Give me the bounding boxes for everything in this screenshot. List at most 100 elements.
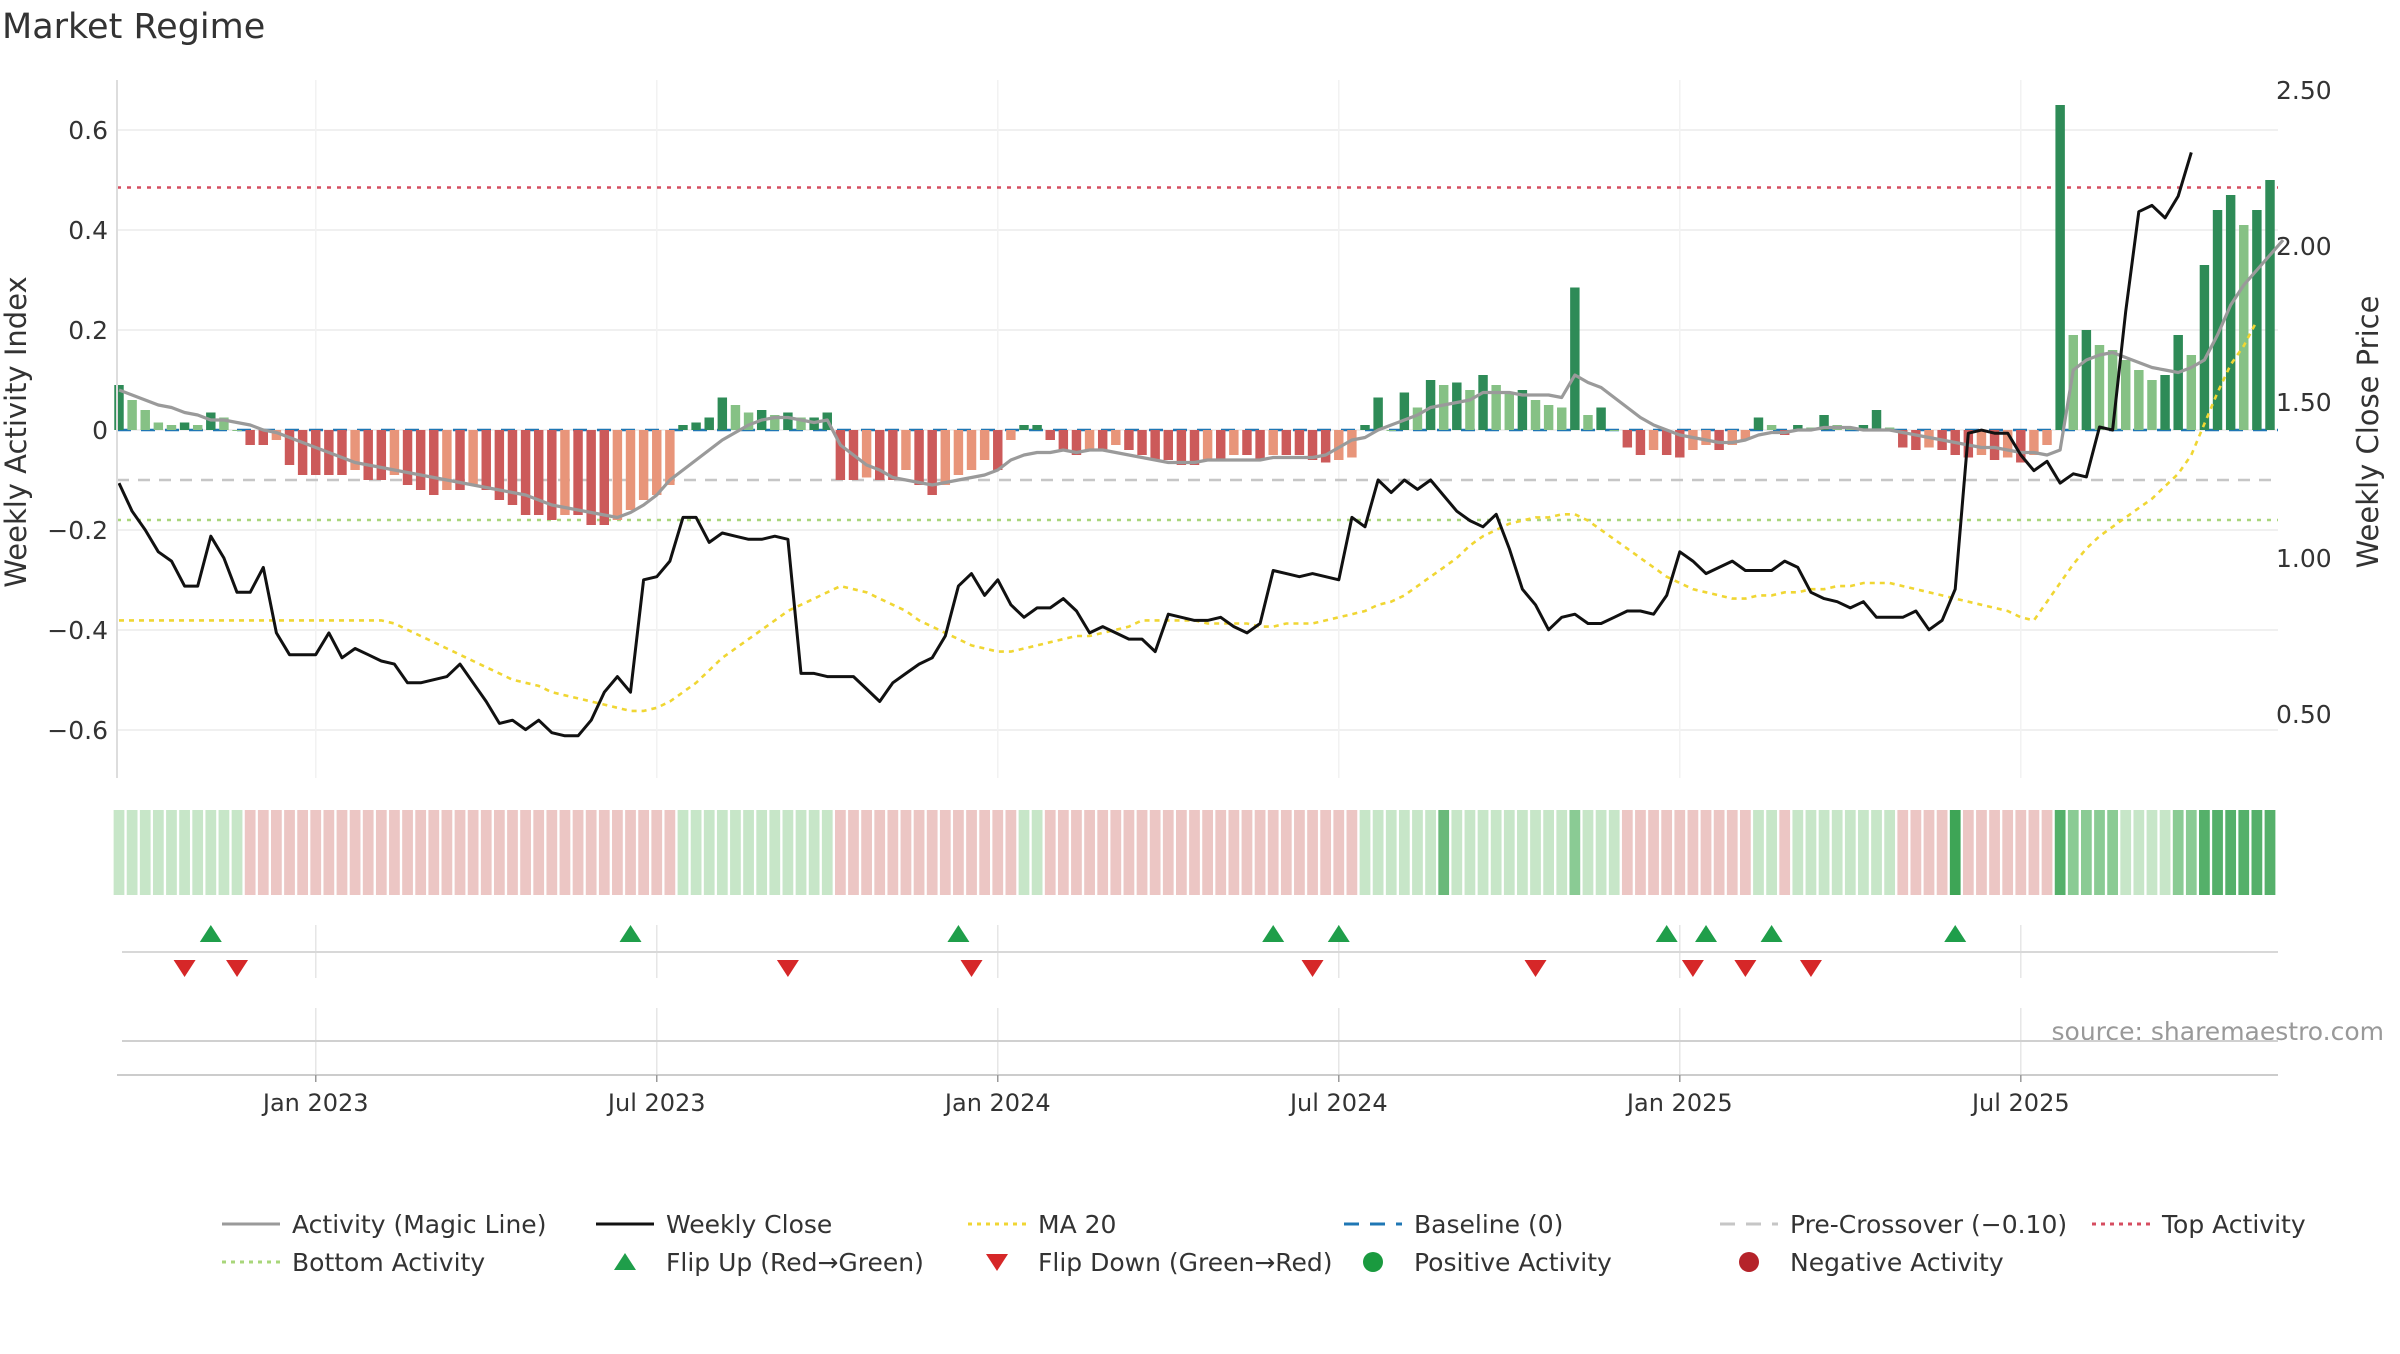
regime-strip-cell (1871, 810, 1882, 895)
regime-strip-cell (664, 810, 676, 895)
legend-label-bottom-activity: Bottom Activity (292, 1248, 485, 1277)
legend-label-positive-activity: Positive Activity (1414, 1248, 1612, 1277)
y-tick-label-left: 0.2 (68, 316, 108, 345)
regime-strip-cell (1241, 810, 1253, 895)
activity-bar (1517, 390, 1528, 430)
flip-up-marker (1944, 925, 1967, 942)
flip-down-marker (776, 960, 799, 977)
regime-strip-cell (572, 810, 584, 895)
regime-strip-cell (1700, 810, 1712, 895)
regime-strip-cell (179, 810, 190, 895)
legend-label-ma-20: MA 20 (1038, 1210, 1116, 1239)
activity-bar (1661, 430, 1672, 455)
regime-strip-cell (2185, 810, 2197, 895)
activity-bar (2265, 180, 2275, 430)
activity-bar (730, 405, 741, 430)
chart-title: Market Regime (2, 7, 265, 47)
regime-strip-cell (1608, 810, 1620, 895)
legend-label-top-activity: Top Activity (2161, 1210, 2306, 1239)
flip-down-marker (1301, 960, 1324, 977)
regime-strip-cell (533, 810, 545, 895)
activity-bar (1150, 430, 1160, 460)
regime-strip-cell (1057, 810, 1069, 895)
regime-strip-cell (1661, 810, 1673, 895)
y-tick-label-right: 0.50 (2276, 700, 2332, 729)
regime-strip-cell (1215, 810, 1227, 895)
x-tick-label: Jan 2023 (261, 1089, 369, 1117)
regime-strip-cell (257, 810, 269, 895)
activity-bar (166, 425, 177, 430)
regime-strip-cell (1254, 810, 1266, 895)
regime-strip-cell (1031, 810, 1043, 895)
activity-bar (1202, 430, 1213, 460)
activity-bar (1307, 430, 1318, 460)
y-tick-label-left: −0.2 (47, 516, 108, 545)
regime-strip-cell (743, 810, 754, 895)
activity-bar (1898, 430, 1908, 448)
flip-down-marker (226, 960, 249, 977)
flip-down-marker (1734, 960, 1757, 977)
y-tick-label-left: 0.4 (68, 216, 108, 245)
activity-bar (402, 430, 413, 485)
regime-strip-cell (1726, 810, 1738, 895)
regime-strip-cell (2081, 810, 2092, 895)
regime-strip-cell (271, 810, 282, 895)
regime-strip-cell (152, 810, 164, 895)
activity-bar (625, 430, 636, 510)
regime-strip-cell (1530, 810, 1541, 895)
legend-swatch-flip-down-green-red (986, 1254, 1008, 1271)
activity-bar (140, 410, 150, 430)
regime-strip-cell (1831, 810, 1843, 895)
y-tick-label-left: −0.4 (47, 616, 108, 645)
activity-bar (665, 430, 675, 485)
activity-bar (940, 430, 951, 485)
regime-strip-cell (1582, 810, 1594, 895)
regime-strip-cell (297, 810, 308, 895)
regime-strip-cell (2094, 810, 2105, 895)
regime-strip-cell (467, 810, 479, 895)
activity-bar (678, 425, 688, 430)
legend-label-flip-down-green-red: Flip Down (Green→Red) (1038, 1248, 1333, 1277)
activity-bar (2160, 375, 2170, 430)
regime-strip-cell (795, 810, 807, 895)
activity-bar (2029, 430, 2039, 455)
regime-strip-cell (1556, 810, 1568, 895)
x-tick-label: Jan 2024 (943, 1089, 1051, 1117)
regime-strip-cell (821, 810, 833, 895)
y-tick-label-right: 2.50 (2276, 76, 2332, 105)
regime-strip-cell (782, 810, 794, 895)
activity-bar (442, 430, 452, 490)
activity-bar (2042, 430, 2052, 445)
activity-bar (914, 430, 924, 485)
activity-bar (691, 422, 701, 430)
regime-strip-cell (1621, 810, 1633, 895)
activity-bar (1871, 410, 1882, 430)
legend-label-pre-crossover-0-10: Pre-Crossover (−0.10) (1790, 1210, 2067, 1239)
activity-bar (717, 397, 728, 430)
regime-strip-cell (651, 810, 663, 895)
activity-bar (1543, 405, 1554, 430)
regime-strip-cell (900, 810, 912, 895)
regime-strip-cell (2028, 810, 2040, 895)
activity-bar (1714, 430, 1724, 450)
activity-bar (953, 430, 964, 475)
regime-strip-cell (2212, 810, 2223, 895)
activity-bar (1032, 425, 1042, 430)
regime-strip-cell (1294, 810, 1305, 895)
regime-strip-cell (2054, 810, 2066, 895)
regime-strip-cell (480, 810, 492, 895)
legend-label-flip-up-red-green: Flip Up (Red→Green) (666, 1248, 924, 1277)
activity-bar (2121, 360, 2131, 430)
regime-strip-cell (1962, 810, 1974, 895)
x-tick-label: Jul 2024 (1288, 1089, 1388, 1117)
activity-bar (743, 412, 754, 430)
regime-strip-cell (1543, 810, 1555, 895)
activity-bar (258, 430, 268, 445)
regime-strip-cell (769, 810, 781, 895)
legend-swatch-flip-up-red-green (614, 1253, 636, 1270)
regime-strip-cell (690, 810, 702, 895)
activity-bar (1412, 407, 1423, 430)
activity-bar (927, 430, 937, 495)
activity-bar (245, 430, 255, 445)
